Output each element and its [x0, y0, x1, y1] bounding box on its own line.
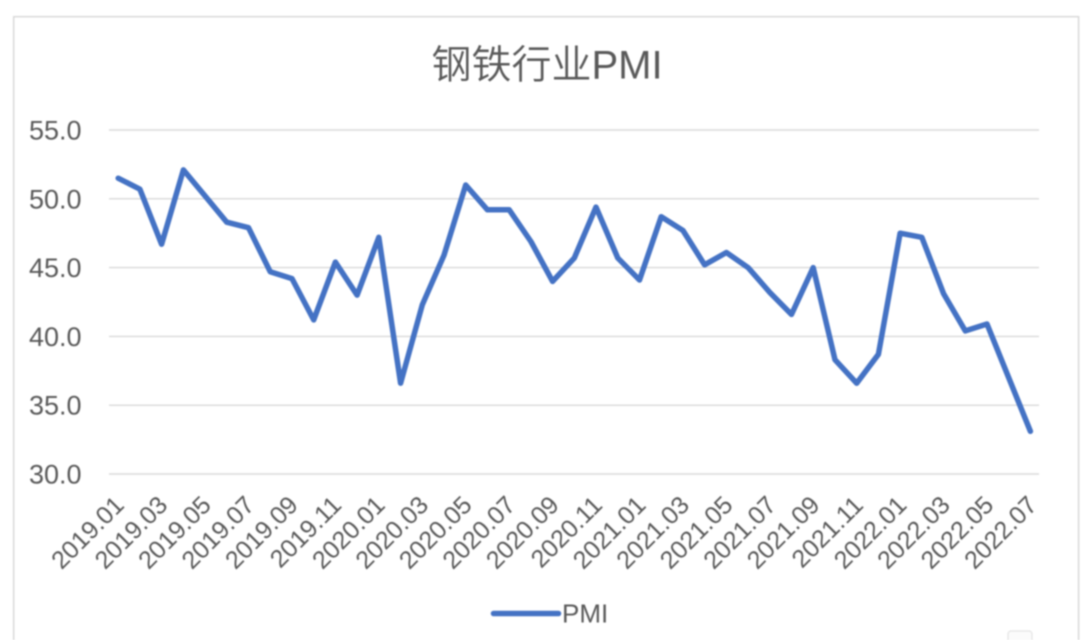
svg-text:30.0: 30.0 [29, 460, 82, 490]
svg-text:PMI: PMI [562, 599, 608, 629]
svg-text:50.0: 50.0 [29, 184, 82, 214]
svg-text:35.0: 35.0 [29, 391, 82, 421]
svg-text:PMI: PMI [592, 44, 663, 88]
svg-text:40.0: 40.0 [29, 322, 82, 352]
svg-text:55.0: 55.0 [29, 116, 82, 146]
svg-text:45.0: 45.0 [29, 253, 82, 283]
